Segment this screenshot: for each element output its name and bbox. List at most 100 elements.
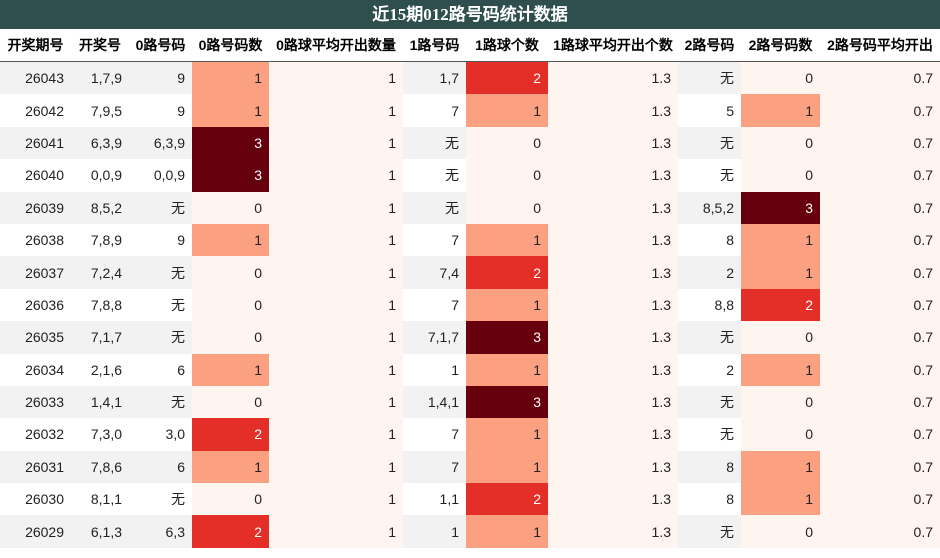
header-road0-count[interactable]: 0路号码数 xyxy=(192,29,269,62)
cell-road1-count: 1 xyxy=(466,450,548,484)
cell-road1-average: 1.3 xyxy=(548,94,678,127)
table-row: 26033 1,4,1 无 0 1 1,4,1 3 1.3 无 0 0.7 xyxy=(0,385,940,419)
cell-road2-count: 1 xyxy=(741,94,820,127)
cell-road1-numbers: 无 xyxy=(403,159,466,192)
cell-road2-numbers: 8,8 xyxy=(678,288,741,322)
cell-road2-count: 0 xyxy=(741,321,820,354)
cell-road2-average: 0.7 xyxy=(820,126,940,160)
header-road2-average[interactable]: 2路号码平均开出 xyxy=(820,29,940,62)
cell-road2-numbers: 无 xyxy=(678,61,741,95)
cell-draw-numbers: 7,1,7 xyxy=(71,321,129,354)
cell-draw-numbers: 7,8,6 xyxy=(71,450,129,484)
header-period[interactable]: 开奖期号 xyxy=(0,29,71,62)
cell-road0-average: 1 xyxy=(269,515,403,548)
cell-road0-count: 1 xyxy=(192,61,269,95)
header-draw-numbers[interactable]: 开奖号 xyxy=(71,29,129,62)
cell-road1-numbers: 无 xyxy=(403,126,466,160)
table-row: 26029 6,1,3 6,3 2 1 1 1 1.3 无 0 0.7 xyxy=(0,515,940,548)
cell-road1-count: 0 xyxy=(466,191,548,224)
cell-road1-numbers: 7 xyxy=(403,94,466,127)
cell-period: 26041 xyxy=(0,126,71,160)
table-title: 近15期012路号码统计数据 xyxy=(0,0,940,29)
table-row: 26034 2,1,6 6 1 1 1 1 1.3 2 1 0.7 xyxy=(0,353,940,386)
table-row: 26038 7,8,9 9 1 1 7 1 1.3 8 1 0.7 xyxy=(0,223,940,257)
cell-period: 26033 xyxy=(0,385,71,419)
cell-road1-numbers: 1,7 xyxy=(403,61,466,95)
cell-road2-numbers: 5 xyxy=(678,94,741,127)
cell-period: 26042 xyxy=(0,94,71,127)
cell-road0-count: 2 xyxy=(192,515,269,548)
table-row: 26043 1,7,9 9 1 1 1,7 2 1.3 无 0 0.7 xyxy=(0,61,940,95)
header-road1-numbers[interactable]: 1路号码 xyxy=(403,29,466,62)
cell-road0-numbers: 6,3,9 xyxy=(129,126,192,160)
cell-road1-count: 0 xyxy=(466,159,548,192)
cell-road2-numbers: 无 xyxy=(678,321,741,354)
cell-road0-average: 1 xyxy=(269,126,403,160)
table-row: 26041 6,3,9 6,3,9 3 1 无 0 1.3 无 0 0.7 xyxy=(0,126,940,160)
cell-road0-numbers: 6,3 xyxy=(129,515,192,548)
cell-road1-count: 3 xyxy=(466,385,548,419)
cell-road1-count: 2 xyxy=(466,483,548,516)
cell-road0-numbers: 0,0,9 xyxy=(129,159,192,192)
cell-road0-count: 1 xyxy=(192,223,269,257)
cell-road2-count: 1 xyxy=(741,256,820,289)
cell-road1-numbers: 无 xyxy=(403,191,466,224)
cell-road1-numbers: 7 xyxy=(403,418,466,451)
cell-road2-average: 0.7 xyxy=(820,191,940,224)
cell-road0-numbers: 6 xyxy=(129,450,192,484)
cell-road2-average: 0.7 xyxy=(820,483,940,516)
cell-road1-average: 1.3 xyxy=(548,483,678,516)
cell-draw-numbers: 6,1,3 xyxy=(71,515,129,548)
cell-road0-numbers: 无 xyxy=(129,483,192,516)
cell-road2-average: 0.7 xyxy=(820,61,940,95)
cell-road2-count: 0 xyxy=(741,126,820,160)
header-road0-numbers[interactable]: 0路号码 xyxy=(129,29,192,62)
header-road2-count[interactable]: 2路号码数 xyxy=(741,29,820,62)
cell-road2-count: 0 xyxy=(741,61,820,95)
cell-road1-numbers: 7 xyxy=(403,223,466,257)
header-road0-average[interactable]: 0路球平均开出数量 xyxy=(269,29,403,62)
header-road1-average[interactable]: 1路球平均开出个数 xyxy=(548,29,678,62)
cell-road2-average: 0.7 xyxy=(820,256,940,289)
cell-road0-count: 0 xyxy=(192,321,269,354)
cell-road2-count: 0 xyxy=(741,159,820,192)
cell-road0-count: 1 xyxy=(192,94,269,127)
cell-road2-average: 0.7 xyxy=(820,159,940,192)
table-row: 26037 7,2,4 无 0 1 7,4 2 1.3 2 1 0.7 xyxy=(0,256,940,289)
cell-road2-numbers: 无 xyxy=(678,159,741,192)
cell-road1-count: 1 xyxy=(466,418,548,451)
cell-road1-average: 1.3 xyxy=(548,450,678,484)
cell-draw-numbers: 1,4,1 xyxy=(71,385,129,419)
cell-road2-average: 0.7 xyxy=(820,450,940,484)
cell-road0-average: 1 xyxy=(269,321,403,354)
cell-road2-average: 0.7 xyxy=(820,515,940,548)
cell-road2-count: 0 xyxy=(741,515,820,548)
cell-road1-count: 0 xyxy=(466,126,548,160)
table-row: 26036 7,8,8 无 0 1 7 1 1.3 8,8 2 0.7 xyxy=(0,288,940,322)
cell-road0-numbers: 无 xyxy=(129,321,192,354)
header-road1-count[interactable]: 1路球个数 xyxy=(466,29,548,62)
cell-draw-numbers: 7,8,8 xyxy=(71,288,129,322)
cell-road1-average: 1.3 xyxy=(548,61,678,95)
cell-road0-average: 1 xyxy=(269,385,403,419)
cell-road0-average: 1 xyxy=(269,94,403,127)
cell-road0-numbers: 6 xyxy=(129,353,192,386)
cell-road1-average: 1.3 xyxy=(548,191,678,224)
cell-road2-count: 2 xyxy=(741,288,820,322)
table-row: 26042 7,9,5 9 1 1 7 1 1.3 5 1 0.7 xyxy=(0,94,940,127)
cell-road2-numbers: 2 xyxy=(678,353,741,386)
cell-road2-count: 3 xyxy=(741,191,820,224)
cell-road2-count: 1 xyxy=(741,483,820,516)
cell-road1-average: 1.3 xyxy=(548,515,678,548)
cell-period: 26032 xyxy=(0,418,71,451)
cell-road2-average: 0.7 xyxy=(820,94,940,127)
cell-road0-average: 1 xyxy=(269,288,403,322)
cell-road1-numbers: 7,4 xyxy=(403,256,466,289)
cell-road0-average: 1 xyxy=(269,483,403,516)
cell-road1-numbers: 1,4,1 xyxy=(403,385,466,419)
cell-road1-average: 1.3 xyxy=(548,418,678,451)
header-road2-numbers[interactable]: 2路号码 xyxy=(678,29,741,62)
cell-road0-average: 1 xyxy=(269,353,403,386)
cell-road0-count: 0 xyxy=(192,483,269,516)
cell-road0-count: 3 xyxy=(192,126,269,160)
